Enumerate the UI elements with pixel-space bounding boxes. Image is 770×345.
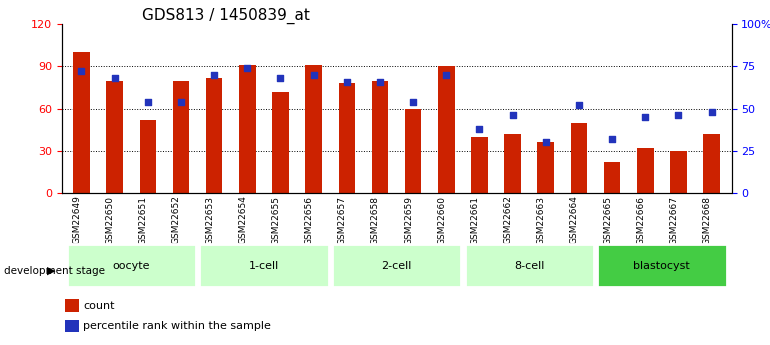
- Bar: [504, 134, 521, 193]
- FancyBboxPatch shape: [66, 244, 196, 287]
- Text: GSM22654: GSM22654: [238, 196, 247, 245]
- Text: GSM22658: GSM22658: [371, 196, 380, 245]
- Text: blastocyst: blastocyst: [634, 261, 690, 270]
- Text: GSM22659: GSM22659: [404, 196, 413, 245]
- Point: [407, 99, 420, 105]
- Text: GSM22649: GSM22649: [72, 196, 82, 245]
- Text: GSM22663: GSM22663: [537, 196, 546, 245]
- Point: [672, 113, 685, 118]
- Bar: [571, 123, 588, 193]
- FancyBboxPatch shape: [199, 244, 329, 287]
- Text: oocyte: oocyte: [112, 261, 150, 270]
- Point: [540, 140, 552, 145]
- Text: GSM22665: GSM22665: [603, 196, 612, 245]
- Text: GSM22667: GSM22667: [669, 196, 678, 245]
- Point: [340, 79, 353, 85]
- Point: [507, 113, 519, 118]
- Bar: [172, 80, 189, 193]
- Text: count: count: [83, 301, 115, 310]
- Text: GSM22655: GSM22655: [272, 196, 280, 245]
- Text: GSM22651: GSM22651: [139, 196, 148, 245]
- Bar: [372, 80, 388, 193]
- Bar: [604, 162, 621, 193]
- Bar: [73, 52, 90, 193]
- Point: [440, 72, 453, 78]
- Text: GSM22652: GSM22652: [172, 196, 181, 245]
- Text: GSM22656: GSM22656: [305, 196, 313, 245]
- Text: 2-cell: 2-cell: [381, 261, 412, 270]
- Point: [606, 136, 618, 142]
- Text: 1-cell: 1-cell: [249, 261, 279, 270]
- Text: GSM22661: GSM22661: [470, 196, 480, 245]
- Text: GSM22657: GSM22657: [338, 196, 346, 245]
- FancyBboxPatch shape: [332, 244, 461, 287]
- Point: [75, 69, 88, 74]
- Point: [373, 79, 386, 85]
- Bar: [272, 92, 289, 193]
- FancyBboxPatch shape: [598, 244, 727, 287]
- Bar: [637, 148, 654, 193]
- Bar: [106, 80, 123, 193]
- Point: [639, 115, 651, 120]
- Bar: [139, 120, 156, 193]
- Bar: [339, 83, 355, 193]
- Bar: [703, 134, 720, 193]
- Text: ▶: ▶: [47, 266, 55, 276]
- FancyBboxPatch shape: [464, 244, 594, 287]
- Text: 8-cell: 8-cell: [514, 261, 544, 270]
- Point: [307, 72, 320, 78]
- Bar: [206, 78, 223, 193]
- Point: [142, 99, 154, 105]
- Bar: [405, 109, 421, 193]
- Point: [274, 76, 286, 81]
- Bar: [239, 65, 256, 193]
- Point: [474, 126, 486, 132]
- Text: development stage: development stage: [4, 266, 105, 276]
- Bar: [306, 65, 322, 193]
- Text: GDS813 / 1450839_at: GDS813 / 1450839_at: [142, 8, 310, 24]
- Point: [241, 65, 253, 71]
- Bar: [471, 137, 487, 193]
- Bar: [438, 66, 454, 193]
- Text: GSM22653: GSM22653: [205, 196, 214, 245]
- Text: GSM22662: GSM22662: [504, 196, 513, 245]
- Bar: [670, 151, 687, 193]
- Bar: [537, 142, 554, 193]
- Point: [573, 102, 585, 108]
- Point: [109, 76, 121, 81]
- Point: [208, 72, 220, 78]
- Point: [175, 99, 187, 105]
- Text: percentile rank within the sample: percentile rank within the sample: [83, 322, 271, 331]
- Text: GSM22668: GSM22668: [702, 196, 711, 245]
- Text: GSM22650: GSM22650: [105, 196, 115, 245]
- Text: GSM22664: GSM22664: [570, 196, 579, 245]
- Text: GSM22666: GSM22666: [636, 196, 645, 245]
- Text: GSM22660: GSM22660: [437, 196, 447, 245]
- Point: [705, 109, 718, 115]
